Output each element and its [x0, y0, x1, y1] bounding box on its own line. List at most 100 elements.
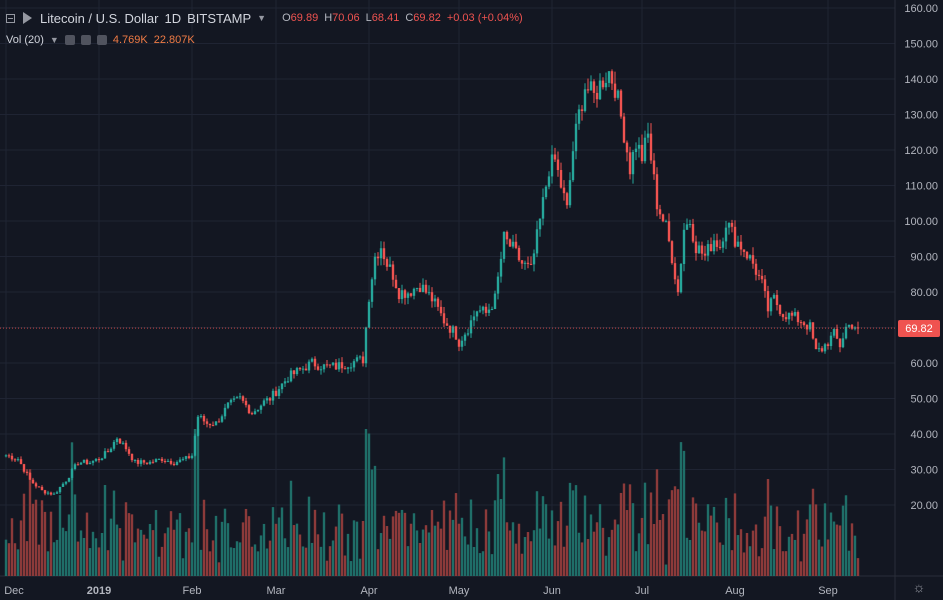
volume-bar [70, 442, 74, 576]
volume-bar [172, 529, 176, 576]
candle-body [793, 312, 797, 316]
candle-body [841, 338, 845, 348]
volume-bar [598, 504, 602, 576]
candle-body [292, 370, 296, 375]
gear-icon[interactable]: ☼ [912, 579, 926, 595]
candle-body [607, 71, 611, 83]
volume-bar [811, 488, 815, 576]
exchange-label[interactable]: BITSTAMP [187, 10, 252, 26]
volume-bar [502, 457, 506, 576]
volume-value: 4.769K [112, 34, 148, 46]
volume-bar [289, 480, 293, 576]
candle-body [475, 311, 479, 317]
volume-bar [22, 493, 26, 576]
volume-bar [718, 542, 722, 576]
volume-bar [721, 544, 725, 576]
settings-icon[interactable] [80, 35, 91, 45]
volume-bar [334, 526, 338, 576]
volume-bar [793, 539, 797, 576]
volume-chevron-down-icon[interactable]: ▼ [49, 35, 59, 45]
open-value: 69.89 [290, 12, 319, 24]
symbol-title[interactable]: Litecoin / U.S. Dollar [40, 10, 159, 26]
candle-body [586, 89, 590, 91]
volume-bar [658, 519, 662, 576]
candle-body [157, 458, 161, 460]
volume-bar [532, 530, 536, 576]
volume-bar [697, 522, 701, 576]
volume-label[interactable]: Vol (20) [6, 34, 44, 46]
volume-bar [265, 548, 269, 576]
collapse-legend-icon[interactable] [6, 13, 15, 23]
candle-body [796, 312, 800, 323]
volume-bar [466, 544, 470, 576]
volume-bar [451, 519, 455, 576]
candle-body [790, 312, 794, 316]
volume-bar [106, 550, 110, 576]
candle-body [259, 405, 263, 410]
x-tick-label: Feb [183, 585, 202, 597]
volume-bar [649, 492, 653, 576]
x-tick-label: May [449, 585, 470, 597]
candle-body [361, 356, 365, 364]
candle-body [505, 231, 509, 240]
last-price-label: 69.82 [898, 320, 940, 338]
volume-bar [199, 549, 203, 576]
candle-body [46, 492, 50, 494]
candle-body [301, 368, 305, 370]
candle-body [463, 334, 467, 341]
candle-body [472, 316, 476, 321]
candle-body [61, 483, 65, 487]
candle-body [745, 251, 749, 259]
volume-bar [283, 538, 287, 576]
volume-bar [463, 536, 467, 576]
eye-icon[interactable] [64, 35, 75, 45]
volume-bar [571, 490, 575, 576]
y-tick-label: 140.00 [904, 74, 938, 86]
volume-bar [103, 485, 107, 576]
candle-body [739, 241, 743, 250]
candle-body [244, 400, 248, 406]
volume-bar [295, 523, 299, 576]
volume-bar [817, 539, 821, 576]
volume-bar [694, 503, 698, 576]
candle-body [466, 333, 470, 335]
candle-body [208, 423, 212, 426]
volume-bar [640, 517, 644, 576]
candle-body [817, 348, 821, 350]
candle-body [346, 367, 350, 369]
candle-body [232, 398, 236, 400]
y-tick-label: 20.00 [910, 500, 938, 512]
volume-bar [691, 497, 695, 576]
candle-body [406, 293, 410, 298]
candle-body [502, 231, 506, 259]
candle-body [748, 255, 752, 259]
volume-bar [181, 558, 185, 576]
volume-bar [769, 505, 773, 576]
volume-bar [745, 532, 749, 576]
y-tick-label: 120.00 [904, 145, 938, 157]
volume-bar [676, 489, 680, 576]
volume-bar [163, 533, 167, 576]
candle-body [712, 240, 716, 252]
candle-body [415, 287, 419, 289]
interval-label[interactable]: 1D [164, 10, 182, 26]
chevron-down-icon[interactable]: ▼ [257, 13, 267, 23]
close-icon[interactable] [96, 35, 107, 45]
volume-bar [391, 516, 395, 576]
candle-body [349, 367, 353, 369]
volume-bar [259, 535, 263, 576]
candle-body [55, 492, 59, 494]
volume-bar [76, 541, 80, 576]
candle-body [247, 405, 251, 414]
candle-body [526, 262, 530, 264]
candle-body [703, 253, 707, 256]
candle-body [94, 459, 98, 461]
candle-body [559, 170, 563, 188]
volume-bar [148, 523, 152, 576]
volume-bar [175, 519, 179, 576]
volume-bar [136, 528, 140, 576]
candle-body [457, 339, 461, 347]
volume-bar [673, 486, 677, 576]
